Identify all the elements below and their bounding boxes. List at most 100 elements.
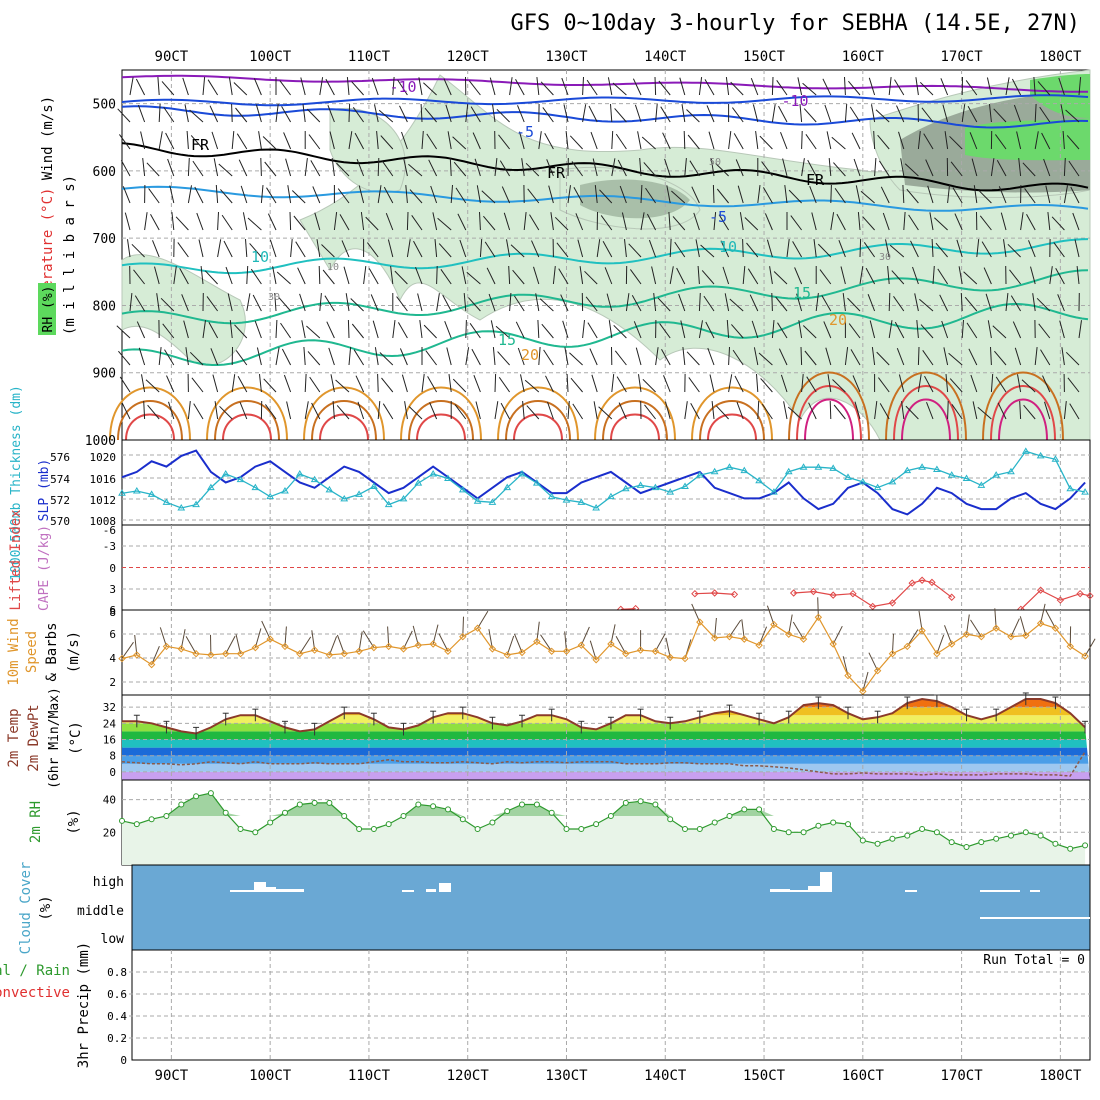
upper-wind-barb [963,271,978,285]
upper-wind-barb [879,403,890,420]
thickness-marker [369,482,378,489]
upper-wind-barb [658,80,671,96]
upper-wind-barb [977,406,992,420]
upper-wind-barb [406,239,411,258]
rh-shade-region [299,74,1091,441]
wind10m-barb [1010,618,1020,637]
slp-line [121,449,1086,516]
upper-wind-barb [680,320,686,339]
upper-wind-barb [644,404,656,420]
upper-wind-barb [337,188,350,204]
wind10m-barb [540,634,553,652]
ylabel-cloud-units: (%) [38,895,54,920]
upper-wind-barb [787,406,802,420]
upper-wind-barb [1063,185,1068,204]
upper-wind-barb [628,243,642,258]
upper-wind-barb [1058,77,1065,96]
upper-wind-barb [786,239,790,258]
wind10m-marker [325,651,334,659]
upper-wind-barb [494,373,497,393]
wind10m-marker [147,660,156,669]
upper-wind-barb [283,132,292,150]
upper-wind-barb [387,239,394,258]
rh2m-marker [326,799,333,806]
wind10m-barb [438,633,449,652]
rh2m-marker [370,826,377,832]
upper-wind-barb [202,320,206,339]
upper-wind-barb [204,270,218,285]
upper-wind-barb [368,268,379,285]
upper-wind-barb [778,105,788,123]
upper-wind-barb [808,402,817,420]
upper-wind-barb [780,374,788,393]
upper-wind-barb [156,293,160,312]
upper-wind-barb [961,104,966,123]
upper-wind-barb [520,374,525,393]
upper-wind-barb [948,352,963,366]
upper-wind-barb [436,265,438,285]
upper-wind-barb [850,349,861,366]
upper-wind-barb [700,244,715,258]
upper-wind-barb [1065,351,1080,366]
thickness-tick: 570 [50,515,70,528]
upper-wind-barb [919,298,934,312]
slp-grid [122,440,1090,525]
rh2m-marker [741,806,748,813]
wind10m-marker [725,633,734,641]
upper-wind-barb [161,81,175,96]
wind10m-barb [235,634,242,654]
contour-label: 20 [521,346,539,364]
upper-wind-barb [573,187,584,204]
upper-wind-barb [826,131,832,150]
upper-wind-barb [191,377,204,393]
upper-wind-barb [664,158,671,177]
top-tick-label: 180CT [1039,49,1082,65]
precip-axis: 0.8 0.6 0.4 0.2 0 [107,966,127,1067]
upper-wind-barb [885,239,890,258]
upper-wind-barb [968,348,978,366]
upper-wind-barb [290,239,293,258]
rh-tick: 40 [103,794,116,807]
upper-wind-barb [285,158,292,177]
upper-wind-barb [994,134,1007,150]
wind10m-barb [842,656,849,676]
upper-wind-barb [734,375,744,393]
upper-wind-barb [184,104,189,123]
upper-wind-barb [859,266,864,285]
wind10m-barb [944,625,953,645]
lifted-index-marker [710,589,719,597]
upper-wind-barb [760,378,773,393]
wind10m-barb [936,634,945,654]
upper-wind-barb [366,242,379,258]
upper-wind-barb [227,293,233,312]
upper-wind-barb [798,320,803,339]
upper-wind-barb [848,80,861,96]
surface-isotherm [505,400,571,441]
upper-wind-barb [401,374,408,393]
upper-wind-barb [724,293,730,312]
upper-wind-barb [949,135,963,150]
upper-wind-barb [293,215,306,231]
precip-tick: 0.8 [107,966,127,979]
thickness-marker [207,483,215,491]
upper-wind-barb [569,135,583,150]
upper-wind-barb [1030,266,1036,285]
upper-wind-barb [619,185,627,204]
rh2m-marker [815,822,822,829]
upper-wind-barb [443,78,452,96]
upper-wind-barb [902,184,905,204]
upper-wind-barb [376,131,379,150]
rh2m-marker [548,809,555,816]
upper-wind-barb [1053,242,1065,258]
upper-wind-barb [599,189,613,204]
upper-wind-barb [914,293,919,312]
lifted-index-marker [691,590,699,598]
cloud-cover-panel: high middle low [77,864,1091,951]
lifted-index-marker [868,602,877,611]
upper-wind-barb [985,293,992,312]
upper-wind-barb [326,321,335,339]
upper-wind-barb [538,346,541,366]
upper-wind-barb [169,185,175,204]
upper-wind-barb [474,158,481,177]
upper-wind-barb [817,243,832,258]
